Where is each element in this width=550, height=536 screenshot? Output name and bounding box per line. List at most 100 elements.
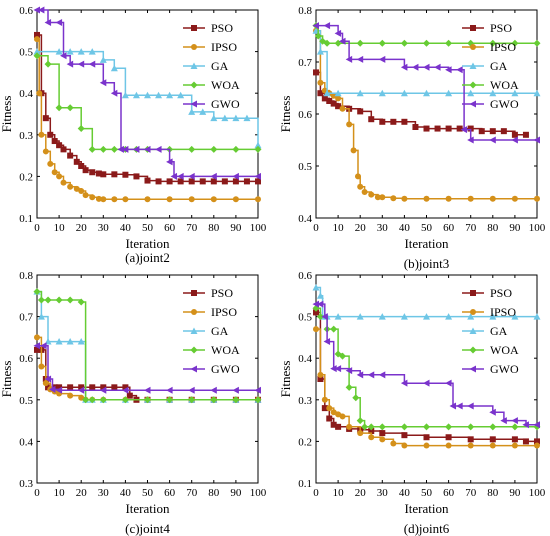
data-point-pso	[144, 177, 151, 184]
chart-panel-2: 0 10 20 30 40 50 60 70 80 90 100 0.4 0.5 0.6 0.7 0.8 Ite…	[278, 5, 546, 271]
data-point-ipso	[390, 440, 397, 447]
data-point-gwo	[177, 172, 184, 180]
data-point-ga	[312, 283, 320, 291]
data-point-woa	[66, 296, 74, 304]
data-point-gwo	[144, 145, 151, 153]
data-point-ipso	[534, 442, 540, 449]
legend-label: PSO	[211, 286, 233, 300]
x-tick-label: 60	[164, 222, 176, 234]
legend: PSO IPSO GA WOA GWO	[462, 286, 519, 376]
data-point-woa	[254, 396, 262, 404]
x-tick-label: 70	[186, 487, 198, 499]
y-tick-label: 0.3	[298, 395, 312, 407]
data-point-pso	[335, 423, 342, 430]
data-point-pso	[67, 384, 74, 391]
data-point-ipso	[401, 195, 408, 202]
data-point-ipso	[36, 90, 43, 97]
data-point-gwo	[88, 60, 96, 68]
data-point-pso	[232, 178, 239, 185]
data-point-ga	[334, 89, 342, 97]
data-point-ipso	[357, 183, 364, 190]
data-point-ga	[533, 313, 541, 320]
data-point-ga	[144, 91, 151, 99]
data-point-gwo	[467, 136, 474, 144]
data-point-woa	[188, 396, 196, 404]
data-point-gwo	[445, 66, 452, 74]
data-point-gwo	[356, 371, 364, 379]
data-point-ipso	[34, 36, 40, 43]
data-point-pso	[111, 171, 118, 178]
data-point-woa	[400, 39, 408, 47]
x-tick-label: 80	[208, 487, 220, 499]
data-point-ipso	[122, 196, 129, 203]
data-point-pso	[326, 98, 333, 104]
data-point-ga	[254, 141, 262, 149]
data-point-ga	[110, 64, 118, 72]
data-point-woa	[445, 423, 453, 431]
legend-label: WOA	[211, 78, 240, 92]
data-point-ipso	[42, 148, 49, 155]
y-axis-label: Fitness	[278, 361, 293, 398]
data-point-gwo	[378, 371, 386, 379]
data-point-pso	[330, 421, 337, 428]
series-gwo	[312, 300, 540, 429]
series-ga	[312, 27, 541, 97]
x-tick-label: 80	[487, 487, 499, 499]
series-gwo	[312, 22, 540, 144]
data-point-pso	[82, 167, 89, 174]
data-point-gwo	[44, 375, 52, 383]
data-point-gwo	[356, 55, 364, 63]
legend-marker	[470, 44, 476, 50]
data-point-ga	[155, 91, 163, 99]
data-point-pso	[100, 384, 107, 391]
data-point-gwo	[434, 63, 441, 71]
x-tick-label: 100	[529, 487, 546, 499]
data-point-ga	[467, 89, 475, 97]
data-point-pso	[177, 178, 184, 185]
data-point-pso	[56, 142, 63, 149]
y-tick-label: 0.4	[19, 436, 33, 448]
data-point-gwo	[489, 408, 496, 416]
data-point-gwo	[188, 172, 195, 180]
x-tick-label: 40	[399, 222, 411, 234]
data-point-woa	[489, 423, 497, 431]
data-point-ipso	[42, 380, 49, 387]
legend-label: PSO	[490, 21, 512, 35]
data-point-ipso	[489, 442, 496, 449]
data-point-pso	[522, 438, 529, 445]
data-point-gwo	[254, 386, 261, 394]
x-tick-label: 30	[98, 222, 110, 234]
data-point-pso	[89, 384, 96, 391]
data-point-ga	[121, 91, 129, 99]
data-point-pso	[534, 438, 540, 445]
data-point-ga	[423, 313, 430, 320]
data-point-woa	[188, 145, 196, 153]
data-point-ga	[37, 313, 45, 320]
data-point-pso	[111, 384, 118, 391]
data-point-gwo	[77, 60, 85, 68]
legend-marker	[469, 62, 477, 69]
data-point-ipso	[379, 194, 386, 201]
data-point-ga	[400, 89, 408, 97]
legend-label: IPSO	[211, 305, 237, 319]
data-point-pso	[255, 178, 261, 185]
x-tick-label: 10	[333, 487, 345, 499]
data-point-pso	[467, 436, 474, 443]
x-tick-label: 90	[230, 222, 242, 234]
data-point-gwo	[456, 66, 463, 74]
data-point-pso	[126, 392, 133, 399]
data-point-ga	[33, 48, 41, 55]
legend-marker	[469, 327, 477, 334]
data-point-ga	[88, 48, 96, 55]
data-point-pso	[379, 118, 386, 125]
data-point-woa	[345, 383, 353, 391]
y-tick-label: 0.2	[298, 436, 312, 448]
legend-label: GA	[211, 324, 229, 338]
data-point-ga	[445, 313, 453, 320]
chart-caption: (a)joint2	[125, 250, 170, 265]
data-point-ga	[467, 313, 475, 320]
x-tick-label: 50	[421, 222, 433, 234]
data-point-pso	[434, 125, 441, 132]
data-point-pso	[500, 128, 507, 135]
